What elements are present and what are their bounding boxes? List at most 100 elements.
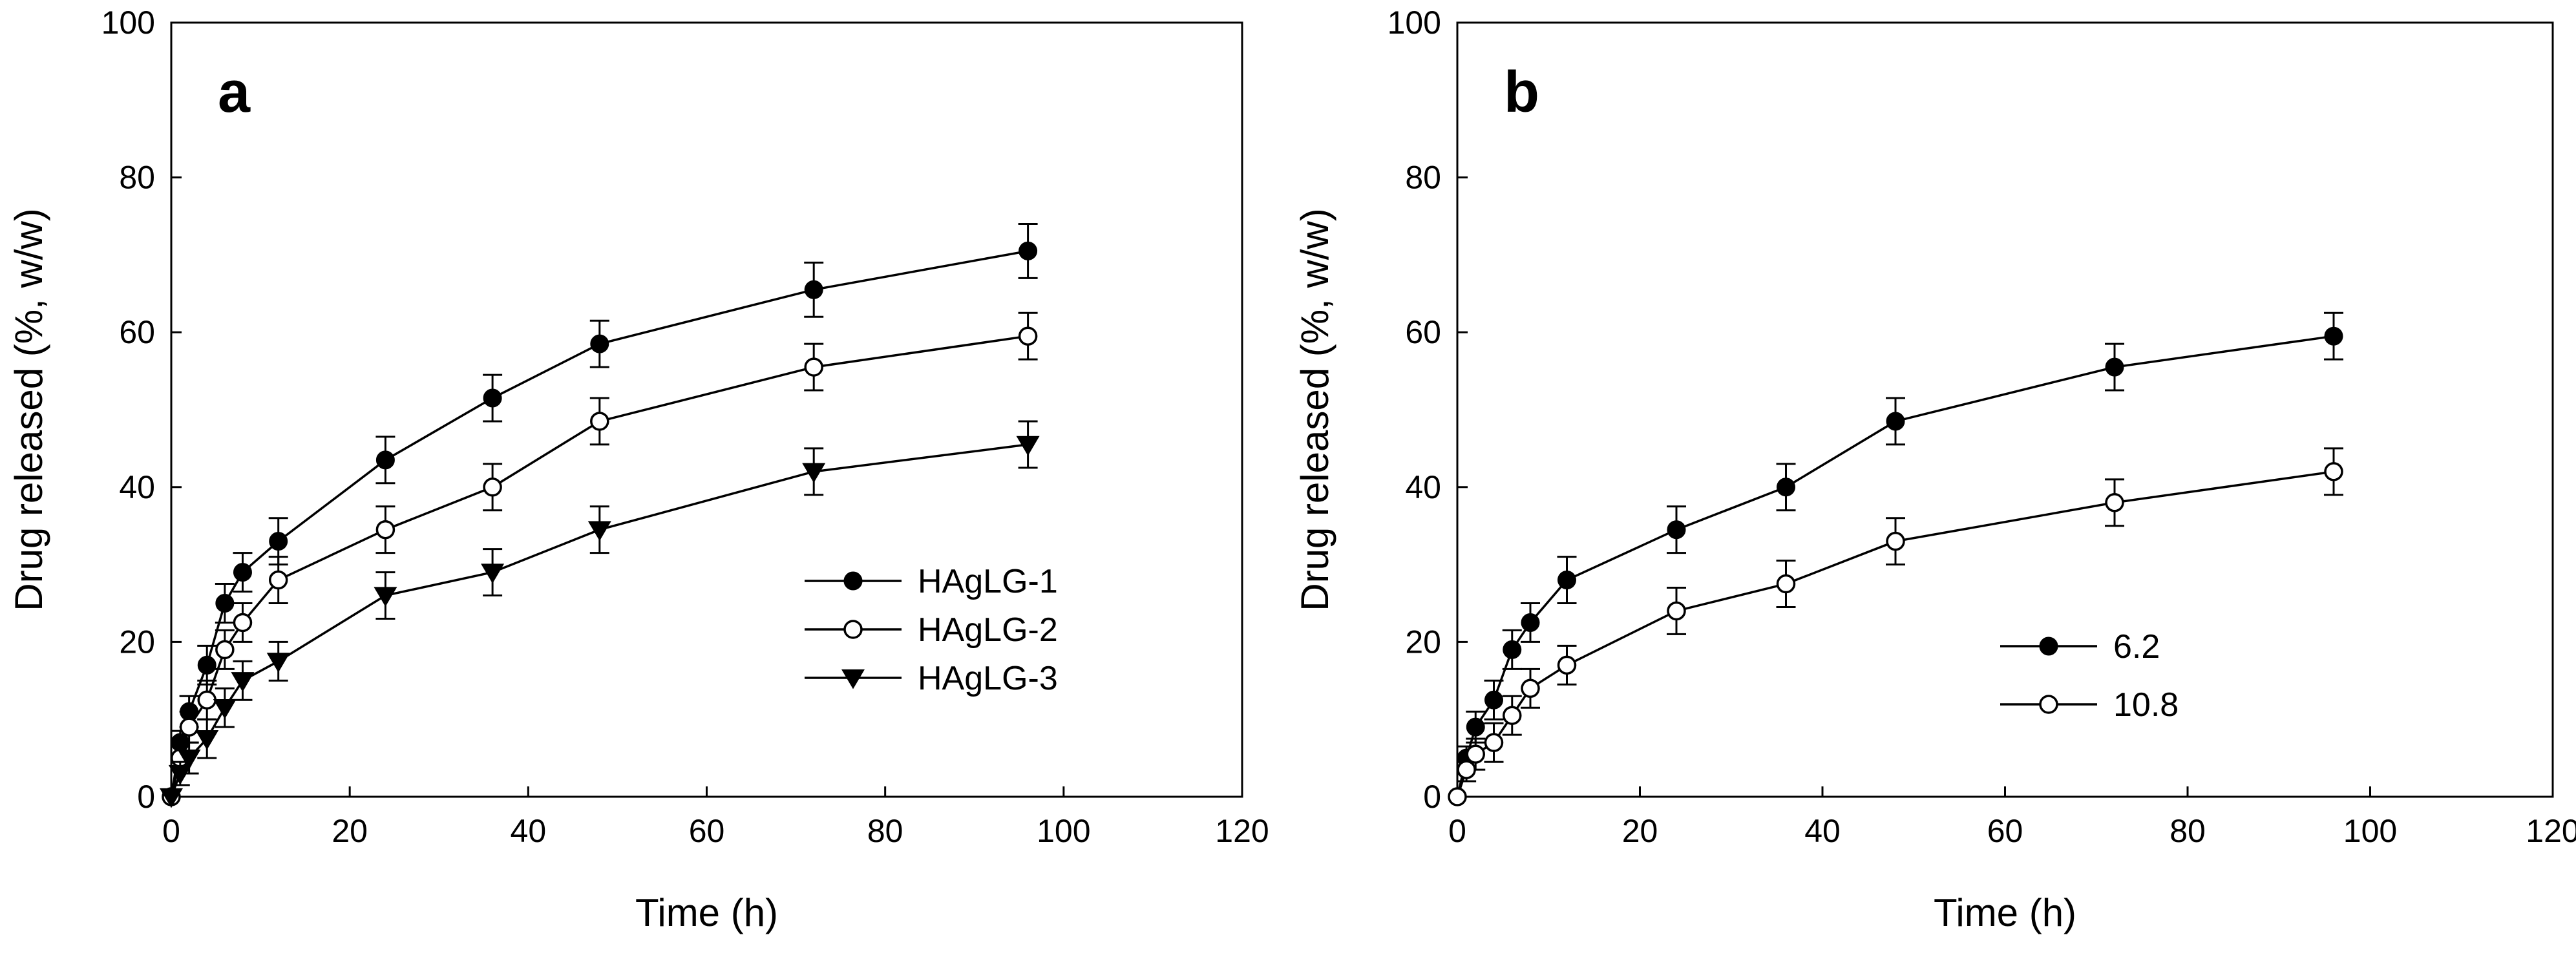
data-point: [1484, 690, 1503, 710]
data-point: [197, 690, 216, 710]
data-point: [2324, 326, 2343, 346]
data-point: [2105, 357, 2124, 377]
data-point: [177, 749, 201, 770]
x-tick-label: 100: [1037, 813, 1090, 849]
panel-label: a: [218, 60, 251, 125]
x-tick-label: 40: [1804, 813, 1841, 849]
y-tick-label: 80: [119, 160, 155, 196]
x-tick-label: 0: [1448, 813, 1466, 849]
data-point: [195, 730, 219, 750]
legend-marker: [2039, 695, 2058, 714]
y-tick-label: 0: [1423, 779, 1441, 815]
x-tick-label: 100: [2343, 813, 2397, 849]
legend-label: 10.8: [2113, 686, 2179, 724]
data-point: [266, 653, 290, 673]
legend-label: HAgLG-1: [918, 563, 1058, 600]
legend-label: 6.2: [2113, 628, 2160, 666]
legend-marker: [843, 620, 863, 639]
data-point: [804, 280, 823, 299]
data-point: [1886, 531, 1905, 551]
x-tick-label: 60: [689, 813, 725, 849]
data-point: [1557, 655, 1577, 675]
data-point: [1019, 241, 1038, 260]
data-point: [1521, 613, 1540, 632]
data-point: [1503, 640, 1522, 659]
data-point: [483, 478, 502, 497]
data-point: [1466, 744, 1485, 764]
y-tick-label: 100: [1388, 5, 1441, 41]
y-tick-label: 20: [119, 624, 155, 660]
data-point: [2105, 493, 2124, 512]
data-point: [231, 672, 255, 692]
y-axis-label: Drug released (%, w/w): [7, 208, 50, 611]
x-tick-label: 0: [162, 813, 180, 849]
y-tick-label: 60: [1405, 314, 1441, 350]
legend-label: HAgLG-3: [918, 660, 1058, 697]
x-tick-label: 120: [1215, 813, 1269, 849]
x-axis-label: Time (h): [1934, 891, 2076, 934]
data-point: [483, 388, 502, 408]
data-point: [804, 357, 823, 377]
series-10.8: [1448, 447, 2343, 806]
data-point: [1466, 717, 1485, 737]
x-tick-label: 80: [2170, 813, 2206, 849]
data-point: [1667, 520, 1686, 540]
legend-marker: [841, 669, 865, 689]
data-point: [2324, 462, 2343, 481]
x-tick-label: 40: [511, 813, 547, 849]
x-tick-label: 120: [2526, 813, 2576, 849]
data-point: [160, 788, 183, 808]
x-tick-label: 60: [1987, 813, 2023, 849]
x-tick-label: 80: [867, 813, 903, 849]
y-tick-label: 100: [101, 5, 155, 41]
plot-frame: [170, 21, 1243, 798]
series-HAgLG-3: [160, 420, 1040, 808]
legend: HAgLG-1 HAgLG-2 HAgLG-3: [805, 563, 1058, 697]
series-line: [170, 443, 1028, 797]
data-point: [481, 563, 505, 584]
panel-label: b: [1504, 60, 1539, 125]
x-axis-label: Time (h): [635, 891, 778, 934]
legend-label: HAgLG-2: [918, 611, 1058, 649]
y-tick-label: 60: [119, 314, 155, 350]
data-point: [375, 450, 395, 470]
data-point: [233, 563, 252, 582]
data-point: [213, 699, 237, 719]
data-point: [179, 717, 199, 737]
y-tick-label: 0: [137, 779, 155, 815]
data-point: [168, 764, 192, 785]
data-point: [375, 520, 396, 540]
data-point: [374, 587, 397, 607]
chart-panel-a: 0 20 40 60 80 100 120 0 20 40 60 80 100 Time (h) Drug …: [7, 5, 1269, 934]
y-tick-label: 80: [1405, 160, 1441, 196]
data-point: [1484, 733, 1504, 752]
series-HAgLG-2: [162, 311, 1038, 806]
data-point: [587, 521, 611, 542]
plot-frame: [1456, 21, 2554, 798]
data-point: [268, 570, 288, 590]
legend: 6.2 10.8: [2000, 628, 2179, 724]
data-point: [1448, 787, 1467, 806]
data-point: [1018, 326, 1038, 346]
data-point: [215, 640, 235, 660]
data-point: [233, 613, 253, 633]
y-tick-label: 40: [119, 469, 155, 505]
legend-marker: [843, 571, 863, 591]
data-point: [590, 334, 609, 353]
y-tick-label: 20: [1405, 624, 1441, 660]
x-tick-label: 20: [1622, 813, 1658, 849]
data-point: [1776, 574, 1796, 594]
data-point: [590, 412, 609, 431]
data-point: [1886, 412, 1905, 431]
data-point: [1777, 478, 1795, 497]
legend-marker: [2039, 636, 2058, 656]
data-point: [269, 532, 288, 551]
chart-panel-b: 0 20 40 60 80 100 120 0 20 40 60 80 100 Time (h) Drug …: [1293, 5, 2576, 934]
data-point: [197, 655, 216, 675]
y-tick-label: 40: [1405, 469, 1441, 505]
data-point: [215, 594, 235, 613]
data-point: [1016, 436, 1040, 456]
data-point: [1457, 760, 1476, 779]
y-axis-label: Drug released (%, w/w): [1293, 208, 1336, 611]
